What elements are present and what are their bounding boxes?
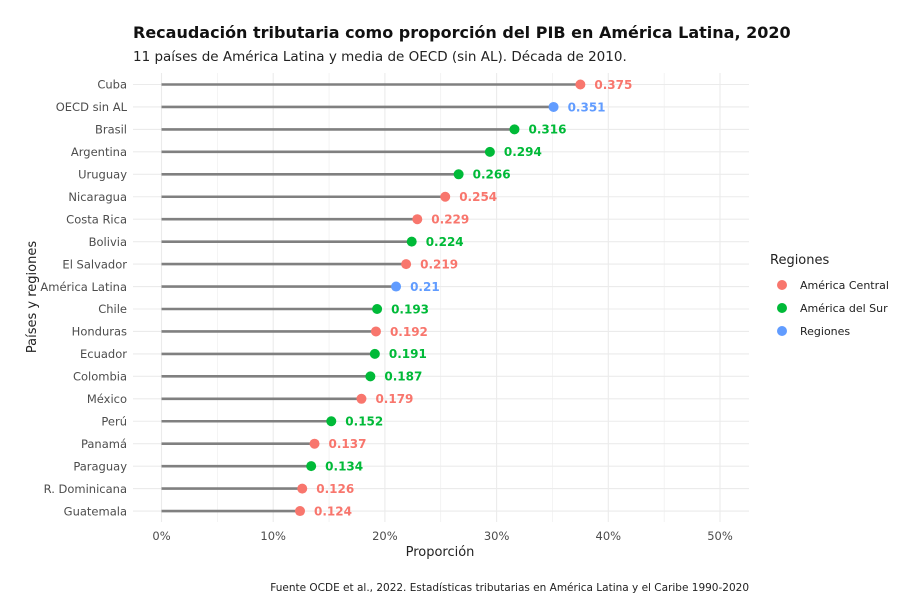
x-tick-label: 40% (596, 529, 622, 543)
grid-layer (133, 73, 749, 522)
data-point (297, 483, 308, 494)
x-tick-label: 0% (152, 529, 170, 543)
y-tick-label: R. Dominicana (44, 482, 127, 496)
x-tick-label: 50% (707, 529, 733, 543)
point-layer (295, 79, 586, 517)
y-tick-label: Colombia (73, 370, 127, 384)
data-point (369, 348, 380, 359)
data-point (391, 281, 402, 292)
y-tick-label: Ecuador (80, 347, 127, 361)
value-label: 0.351 (568, 100, 606, 114)
y-tick-label: OECD sin AL (56, 100, 128, 114)
value-label: 0.219 (420, 257, 458, 271)
data-point (309, 438, 320, 449)
value-label: 0.126 (316, 482, 354, 496)
data-point (484, 146, 495, 157)
value-label: 0.254 (459, 190, 497, 204)
data-point (326, 416, 337, 427)
y-tick-label: Guatemala (64, 504, 127, 518)
data-point (370, 326, 381, 337)
value-label: 0.191 (389, 347, 427, 361)
value-label: 0.152 (345, 415, 383, 429)
y-tick-label: México (87, 392, 127, 406)
data-point (412, 214, 423, 225)
legend-key (777, 303, 787, 313)
y-tick-label: Honduras (72, 325, 127, 339)
y-tick-label: América Latina (40, 280, 127, 294)
data-point (365, 371, 376, 382)
data-point (306, 461, 317, 472)
data-point (372, 304, 383, 314)
value-label: 0.375 (594, 78, 632, 92)
data-point (295, 506, 306, 517)
value-label: 0.224 (426, 235, 464, 249)
legend-items: América Central América del Sur Regiones (777, 279, 889, 338)
data-point (575, 79, 586, 90)
value-label: 0.21 (410, 280, 440, 294)
data-point (406, 236, 417, 247)
y-tick-layer: Cuba OECD sin AL Brasil Argentina Uruguay Nic… (40, 78, 127, 519)
y-tick-label: Costa Rica (66, 212, 127, 226)
value-label: 0.134 (325, 459, 363, 473)
chart-subtitle: 11 países de América Latina y media de O… (133, 49, 627, 65)
x-tick-label: 20% (372, 529, 398, 543)
value-label: 0.266 (473, 168, 511, 182)
y-tick-label: Uruguay (78, 168, 127, 182)
stem-layer (161, 83, 581, 513)
y-tick-label: Cuba (97, 78, 127, 92)
value-label: 0.229 (431, 213, 469, 227)
data-point (453, 169, 464, 180)
value-label: 0.193 (391, 302, 429, 316)
value-label: 0.187 (384, 370, 422, 384)
value-label: 0.124 (314, 504, 352, 518)
legend-label: América Central (800, 279, 889, 292)
y-tick-label: Bolivia (89, 235, 127, 249)
y-tick-label: El Salvador (62, 257, 127, 271)
x-tick-label: 30% (484, 529, 510, 543)
value-label: 0.294 (504, 145, 542, 159)
y-tick-label: Perú (101, 414, 127, 428)
data-point (440, 191, 451, 202)
y-tick-label: Panamá (81, 437, 127, 451)
legend-label: Regiones (800, 325, 850, 338)
chart-caption: Fuente OCDE et al., 2022. Estadísticas t… (270, 582, 749, 594)
data-point (356, 393, 367, 404)
value-label: 0.316 (528, 123, 566, 137)
legend-key (777, 280, 787, 290)
data-point (548, 101, 559, 112)
y-tick-label: Argentina (71, 145, 127, 159)
x-tick-label: 10% (260, 529, 286, 543)
x-axis-title: Proporción (406, 545, 475, 560)
value-label: 0.137 (329, 437, 367, 451)
value-label: 0.179 (375, 392, 413, 406)
chart-title: Recaudación tributaria como proporción d… (133, 23, 791, 42)
data-point (401, 259, 412, 270)
legend-key (777, 326, 787, 336)
legend: Regiones América Central América del Sur R… (770, 253, 889, 338)
y-tick-label: Nicaragua (68, 190, 127, 204)
legend-label: América del Sur (800, 302, 888, 315)
legend-title: Regiones (770, 253, 830, 268)
y-tick-label: Brasil (95, 123, 127, 137)
data-point (509, 124, 520, 135)
y-tick-label: Chile (98, 302, 127, 316)
y-axis-title: Países y regiones (25, 241, 40, 353)
value-label: 0.192 (390, 325, 428, 339)
x-tick-layer: 0% 10% 20% 30% 40% 50% (152, 529, 732, 543)
y-tick-label: Paraguay (73, 459, 127, 473)
